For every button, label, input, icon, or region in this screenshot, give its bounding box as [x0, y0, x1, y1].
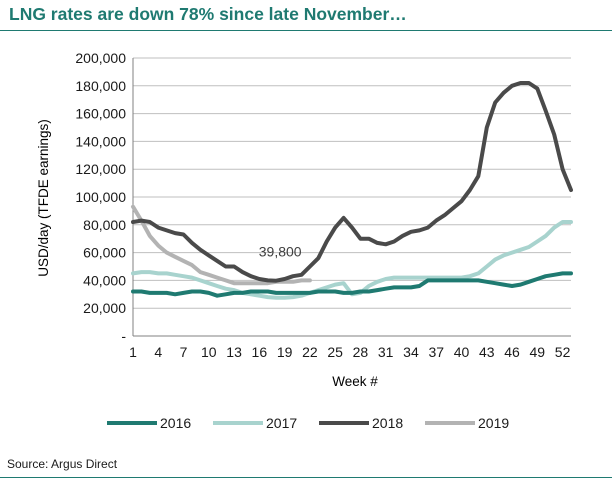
- x-tick-label: 1: [129, 344, 137, 360]
- series-line-2018: [131, 81, 573, 283]
- chart-title: LNG rates are down 78% since late Novemb…: [9, 4, 407, 24]
- y-tick-label: 140,000: [75, 133, 126, 149]
- legend-label-2018: 2018: [372, 415, 403, 431]
- series-line-2016: [131, 271, 573, 298]
- x-tick-label: 4: [154, 344, 162, 360]
- legend-label-2016: 2016: [160, 415, 191, 431]
- y-tick-label: 100,000: [75, 189, 126, 205]
- annotation-label: 39,800: [259, 244, 302, 260]
- x-tick-label: 10: [201, 344, 217, 360]
- series-lines: [131, 81, 573, 300]
- x-tick-label: 19: [277, 344, 293, 360]
- x-tick-label: 49: [530, 344, 546, 360]
- annotations: 39,800: [259, 244, 302, 260]
- x-tick-label: 13: [226, 344, 242, 360]
- x-tick-label: 31: [378, 344, 394, 360]
- title-divider: [0, 30, 612, 31]
- legend: 2016 2017 2018 2019: [107, 415, 509, 431]
- x-tick-label: 34: [403, 344, 419, 360]
- line-chart: - 20,000 40,000 60,000 80,000 100,000 120,000 1…: [36, 50, 573, 431]
- y-tick-label: 80,000: [83, 217, 126, 233]
- x-tick-label: 43: [479, 344, 495, 360]
- x-axis-label: Week #: [332, 374, 378, 389]
- x-tick-label: 22: [302, 344, 318, 360]
- bottom-divider: [0, 477, 612, 478]
- x-tick-label: 52: [555, 344, 571, 360]
- x-tick-label: 37: [428, 344, 444, 360]
- y-tick-label: 180,000: [75, 78, 126, 94]
- y-tick-label: -: [121, 328, 126, 344]
- y-axis-label: USD/day (TFDE earnings): [36, 119, 51, 277]
- y-tick-label: 20,000: [83, 300, 126, 316]
- legend-label-2019: 2019: [478, 415, 509, 431]
- y-tick-label: 40,000: [83, 272, 126, 288]
- legend-label-2017: 2017: [266, 415, 297, 431]
- x-tick-labels: 1 4 7 10 13 16 19 22 25 28 31 34 37 40 43 46 49 52: [129, 344, 570, 360]
- x-tick-label: 28: [353, 344, 369, 360]
- x-tick-label: 46: [504, 344, 520, 360]
- y-tick-label: 120,000: [75, 161, 126, 177]
- x-tick-label: 40: [454, 344, 470, 360]
- y-tick-label: 200,000: [75, 50, 126, 66]
- y-tick-label: 60,000: [83, 245, 126, 261]
- x-tick-label: 7: [180, 344, 188, 360]
- y-tick-label: 160,000: [75, 106, 126, 122]
- source-note: Source: Argus Direct: [7, 457, 118, 471]
- x-tick-label: 25: [327, 344, 343, 360]
- x-tick-label: 16: [252, 344, 268, 360]
- y-tick-labels: - 20,000 40,000 60,000 80,000 100,000 120,000 1…: [75, 50, 126, 344]
